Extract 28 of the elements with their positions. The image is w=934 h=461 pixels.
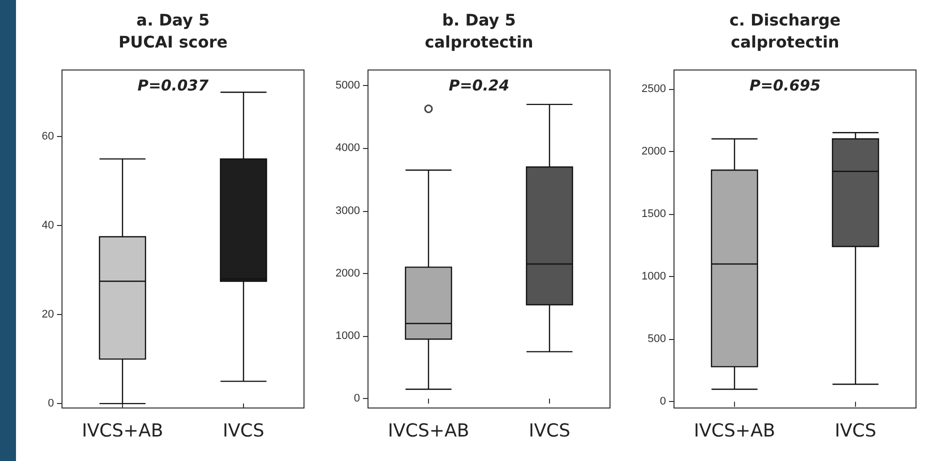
y-tick-label: 40 xyxy=(42,220,54,232)
y-tick-label: 0 xyxy=(660,396,666,408)
y-tick-label: 3000 xyxy=(336,204,360,217)
x-tick-label: IVCS+AB xyxy=(694,420,776,442)
y-tick-label: 20 xyxy=(42,308,54,321)
y-tick-label: 1500 xyxy=(642,208,666,220)
chart-title: c. Discharge calprotectin xyxy=(729,10,841,52)
chart-title: b. Day 5 calprotectin xyxy=(424,10,534,52)
x-tick-label: IVCS xyxy=(834,420,876,442)
y-tick-label: 1000 xyxy=(336,330,360,342)
y-tick-label: 2500 xyxy=(642,82,666,95)
x-tick-label: IVCS xyxy=(528,420,570,442)
y-tick-label: 0 xyxy=(48,398,54,410)
y-tick-label: 0 xyxy=(354,392,360,405)
y-tick-label: 500 xyxy=(648,333,666,346)
annotation: P=0.695 xyxy=(749,76,821,94)
x-tick-label: IVCS+AB xyxy=(388,420,470,442)
y-tick-label: 5000 xyxy=(336,80,360,92)
y-tick-label: 60 xyxy=(42,130,54,143)
x-tick-label: IVCS xyxy=(222,420,264,442)
annotation: P=0.037 xyxy=(137,76,210,94)
x-tick-label: IVCS+AB xyxy=(82,420,164,442)
y-tick-label: 1000 xyxy=(642,270,666,283)
annotation: P=0.24 xyxy=(448,76,510,94)
y-tick-label: 2000 xyxy=(336,267,360,280)
y-tick-label: 4000 xyxy=(336,142,360,154)
chart-title: a. Day 5 PUCAI score xyxy=(118,10,228,52)
y-tick-label: 2000 xyxy=(642,145,666,158)
